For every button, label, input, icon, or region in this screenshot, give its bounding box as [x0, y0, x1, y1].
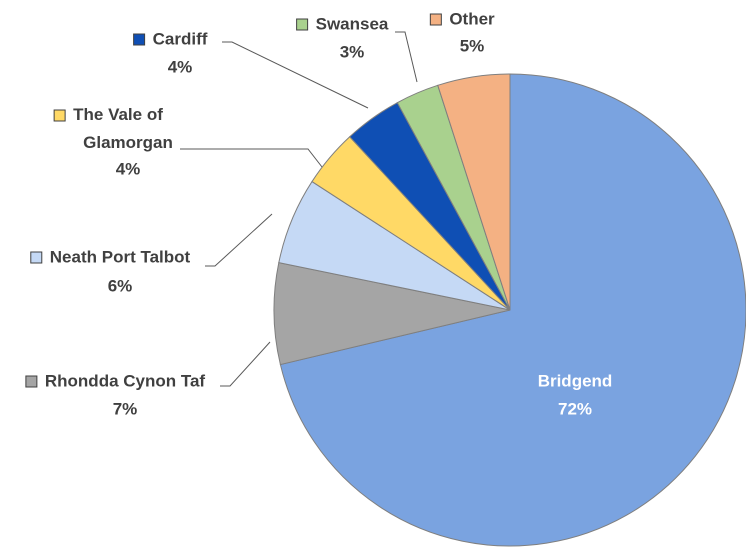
legend-marker — [53, 109, 66, 122]
value-label: 5% — [460, 36, 485, 55]
leader-line — [222, 41, 369, 109]
slice-label: Rhondda Cynon Taf — [45, 371, 206, 390]
slice-label: The Vale of Glamorgan — [73, 105, 173, 152]
slice-label: Swansea — [316, 14, 389, 33]
leader-line — [220, 341, 271, 387]
slice-label: Cardiff — [153, 29, 208, 48]
legend-marker — [296, 18, 309, 31]
pie-slice — [279, 73, 746, 547]
value-label: 4% — [116, 159, 141, 178]
pie-slice — [437, 73, 511, 311]
legend-marker — [133, 33, 146, 46]
slice-label: Neath Port Talbot — [50, 247, 191, 266]
legend-marker — [429, 13, 442, 26]
slice-label: Bridgend — [538, 371, 613, 390]
leader-line — [180, 148, 323, 168]
pie-slice — [273, 262, 511, 366]
value-label: 72% — [558, 399, 592, 418]
leader-line — [205, 213, 273, 267]
value-label: 4% — [168, 57, 193, 76]
slice-label: Other — [449, 9, 495, 28]
legend-marker — [25, 375, 38, 388]
value-label: 3% — [340, 42, 365, 61]
legend-marker — [30, 251, 43, 264]
value-label: 6% — [108, 276, 133, 295]
leader-line — [395, 31, 418, 83]
value-label: 7% — [113, 399, 138, 418]
